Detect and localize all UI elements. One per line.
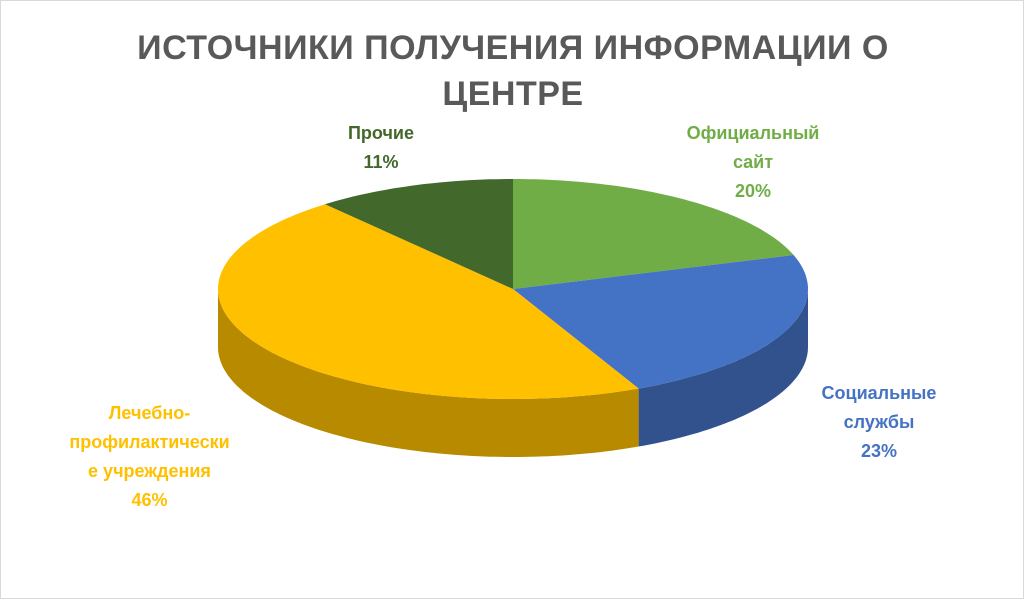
chart-title: ИСТОЧНИКИ ПОЛУЧЕНИЯ ИНФОРМАЦИИ О ЦЕНТРЕ — [137, 29, 889, 113]
pie-slice — [218, 204, 639, 399]
label-value: 46% — [131, 490, 168, 510]
data-label: Социальные службы 23% — [801, 379, 957, 466]
label-value: 23% — [860, 441, 898, 461]
pie-side — [218, 289, 639, 457]
data-label: Официальный сайт 20% — [673, 119, 833, 206]
label-category: Лечебно-профилактические учреждения — [69, 403, 230, 481]
label-category: Социальные службы — [821, 383, 937, 432]
label-value: 11% — [363, 152, 399, 172]
label-category: Прочие — [347, 123, 414, 143]
pie-slice — [325, 179, 513, 289]
data-label: Лечебно-профилактические учреждения 46% — [67, 399, 232, 515]
pie-side — [638, 289, 808, 447]
label-category: Официальный сайт — [686, 123, 820, 172]
pie-slice — [513, 255, 808, 389]
label-value: 20% — [734, 181, 772, 201]
pie-slice — [513, 179, 794, 289]
data-label: Прочие 11% — [321, 119, 441, 177]
